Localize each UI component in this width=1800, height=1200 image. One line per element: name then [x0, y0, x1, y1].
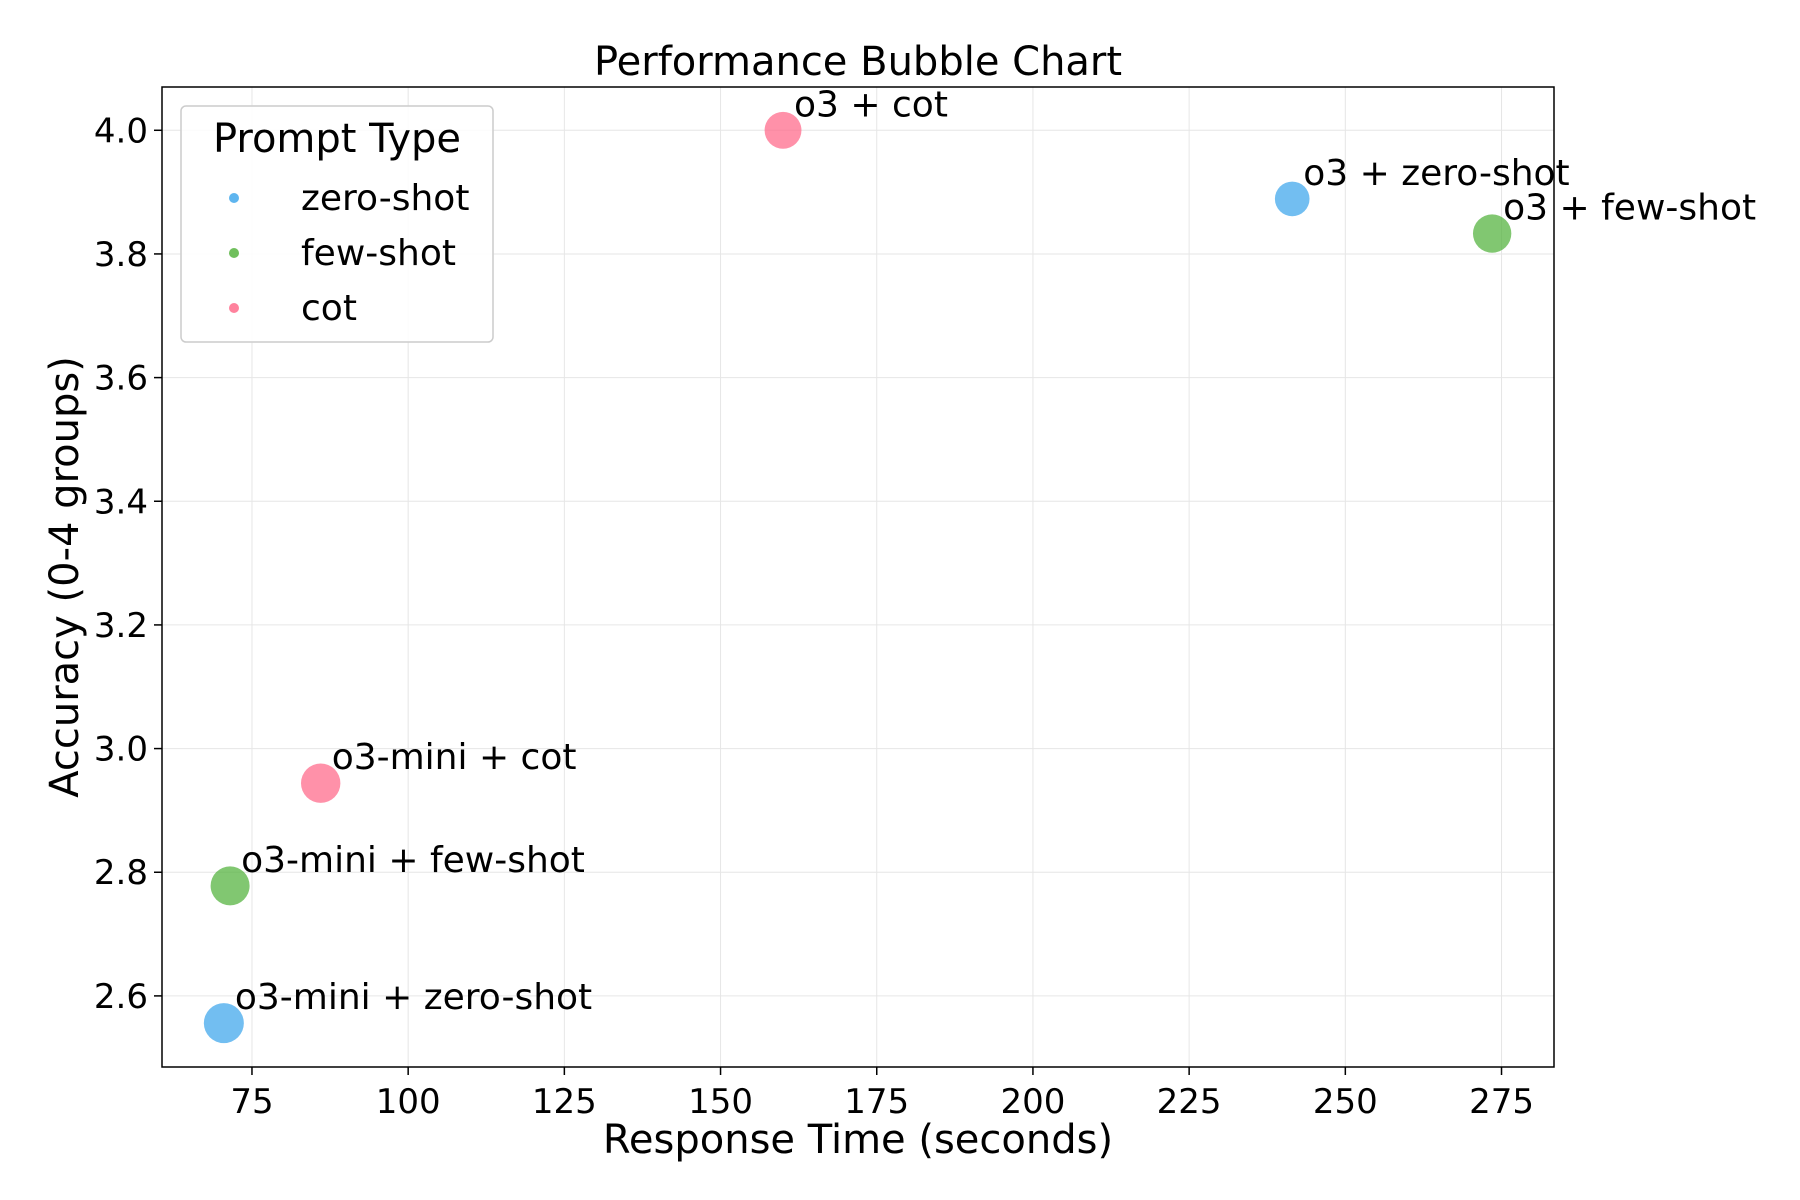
bubble [764, 111, 802, 149]
y-tick-label: 3.2 [94, 606, 148, 646]
axis-ticks: 75 100 125 150 175 200 225 250 275 2.6 2.8 3.0 3.2 3.… [94, 111, 1534, 1122]
x-tick-label: 200 [1000, 1082, 1065, 1122]
bubble [203, 1003, 244, 1044]
data-points [203, 111, 1512, 1044]
point-labels: o3-mini + zero-shot o3-mini + few-shot o3-… [235, 84, 1756, 1018]
legend: Prompt Type zero-shot few-shot cot [180, 105, 494, 343]
legend-entry-label: cot [301, 288, 357, 329]
x-tick-label: 75 [230, 1082, 273, 1122]
y-tick-label: 2.6 [94, 977, 148, 1017]
x-tick-label: 250 [1313, 1082, 1378, 1122]
plot-frame [161, 86, 1555, 1068]
y-tick-label: 3.4 [94, 482, 148, 522]
legend-title: Prompt Type [213, 116, 461, 162]
chart-title: Performance Bubble Chart [594, 39, 1122, 85]
legend-entries: zero-shot few-shot cot [229, 178, 469, 329]
x-tick-label: 175 [844, 1082, 909, 1122]
y-tick-label: 3.6 [94, 359, 148, 399]
bubble [1472, 214, 1512, 253]
legend-box [180, 105, 494, 343]
legend-marker [229, 248, 239, 258]
y-tick-label: 3.8 [94, 235, 148, 275]
x-tick-label: 225 [1157, 1082, 1222, 1122]
x-axis-label: Response Time (seconds) [603, 1117, 1113, 1163]
x-tick-label: 100 [376, 1082, 441, 1122]
y-axis-label: Accuracy (0-4 groups) [42, 356, 88, 798]
bubble-label: o3 + cot [794, 84, 948, 125]
bubble [210, 866, 250, 906]
y-tick-label: 2.8 [94, 853, 148, 893]
x-tick-label: 125 [532, 1082, 597, 1122]
y-tick-label: 3.0 [94, 730, 148, 770]
x-tick-label: 150 [688, 1082, 753, 1122]
bubble-label: o3-mini + few-shot [241, 840, 585, 881]
bubble-label: o3 + zero-shot [1303, 153, 1569, 194]
x-tick-label: 275 [1469, 1082, 1534, 1122]
bubble-label: o3-mini + cot [332, 737, 577, 778]
legend-entry-label: few-shot [301, 233, 456, 274]
legend-entry-label: zero-shot [301, 178, 469, 219]
grid-lines [162, 87, 1554, 1067]
bubble [300, 763, 341, 803]
bubble-label: o3-mini + zero-shot [235, 977, 592, 1018]
y-tick-label: 4.0 [94, 111, 148, 151]
legend-marker [229, 303, 239, 313]
bubble [1274, 181, 1310, 217]
bubble-label: o3 + few-shot [1503, 188, 1756, 229]
legend-marker [229, 193, 239, 203]
